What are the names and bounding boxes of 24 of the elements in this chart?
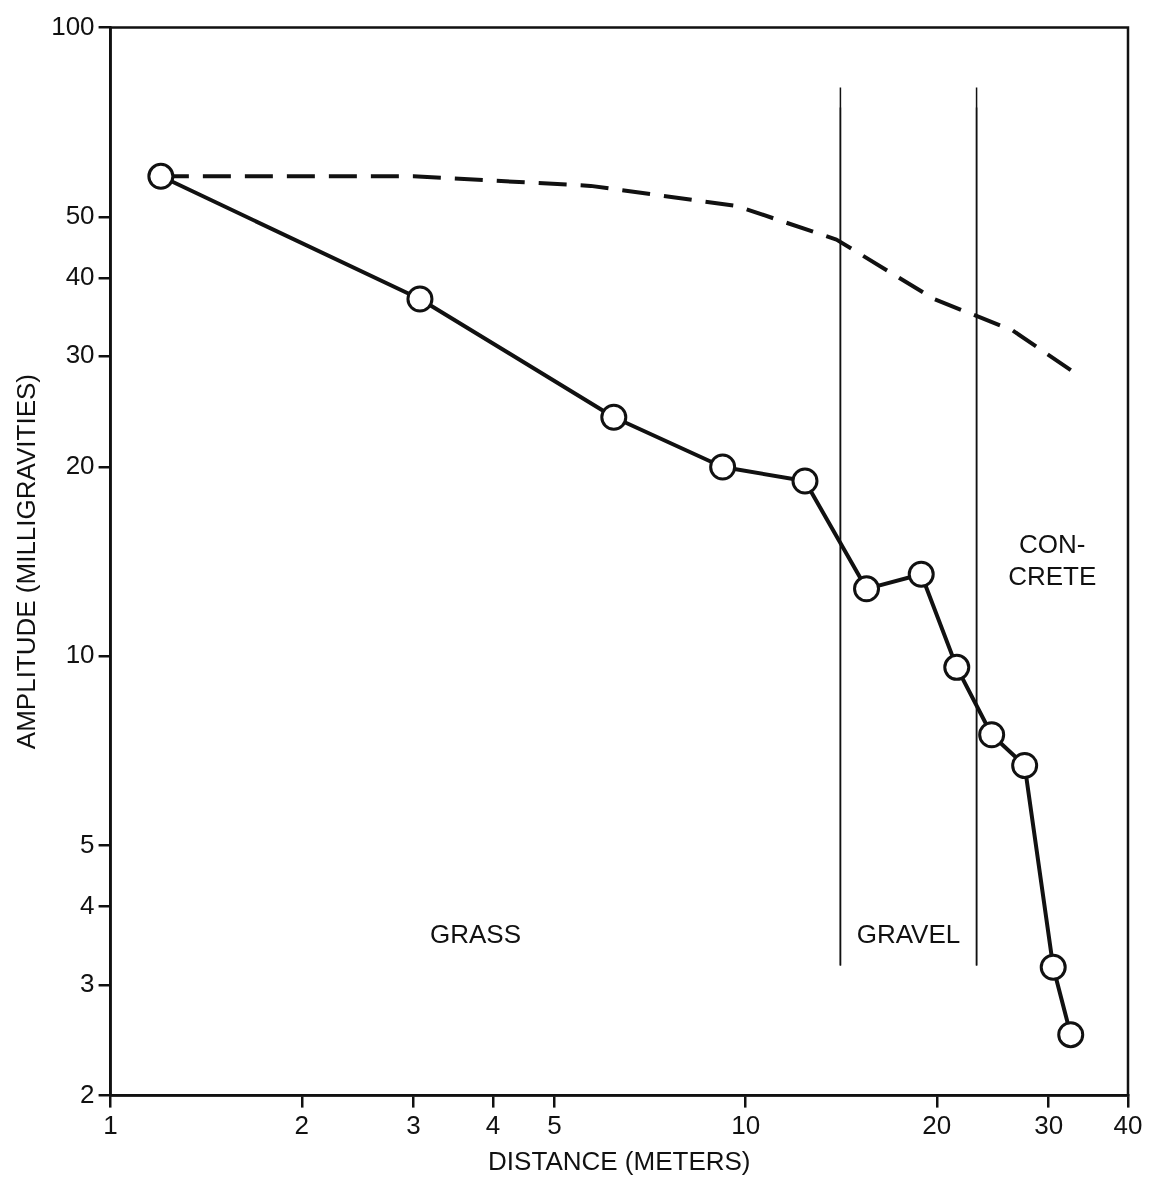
y-tick-label: 40 bbox=[65, 260, 95, 291]
y-tick-label: 2 bbox=[80, 1078, 95, 1109]
y-tick-label: 3 bbox=[80, 968, 95, 999]
x-tick-label: 5 bbox=[547, 1110, 562, 1141]
y-axis-title: AMPLITUDE (MILLIGRAVITIES) bbox=[10, 374, 41, 750]
x-tick-label: 20 bbox=[922, 1110, 952, 1141]
y-tick-label: 10 bbox=[65, 639, 95, 670]
y-tick-label: 20 bbox=[65, 450, 95, 481]
y-tick-label: 100 bbox=[51, 10, 95, 41]
x-tick-label: 4 bbox=[485, 1110, 501, 1141]
x-axis-title: DISTANCE (METERS) bbox=[488, 1145, 751, 1176]
x-tick-label: 3 bbox=[406, 1110, 421, 1141]
annotation: GRASS bbox=[429, 918, 522, 949]
y-tick-label: 30 bbox=[65, 339, 95, 370]
y-tick-label: 50 bbox=[65, 200, 95, 230]
y-tick-label: 4 bbox=[80, 889, 95, 920]
annotation: GRAVEL bbox=[856, 918, 961, 949]
x-tick-label: 10 bbox=[731, 1110, 761, 1141]
x-tick-label: 40 bbox=[1113, 1110, 1143, 1141]
x-tick-label: 1 bbox=[103, 1110, 118, 1141]
x-tick-label: 30 bbox=[1034, 1110, 1064, 1141]
x-tick-label: 2 bbox=[294, 1110, 309, 1141]
y-tick-label: 5 bbox=[80, 828, 95, 859]
annotation: CON- CRETE bbox=[1008, 528, 1097, 591]
